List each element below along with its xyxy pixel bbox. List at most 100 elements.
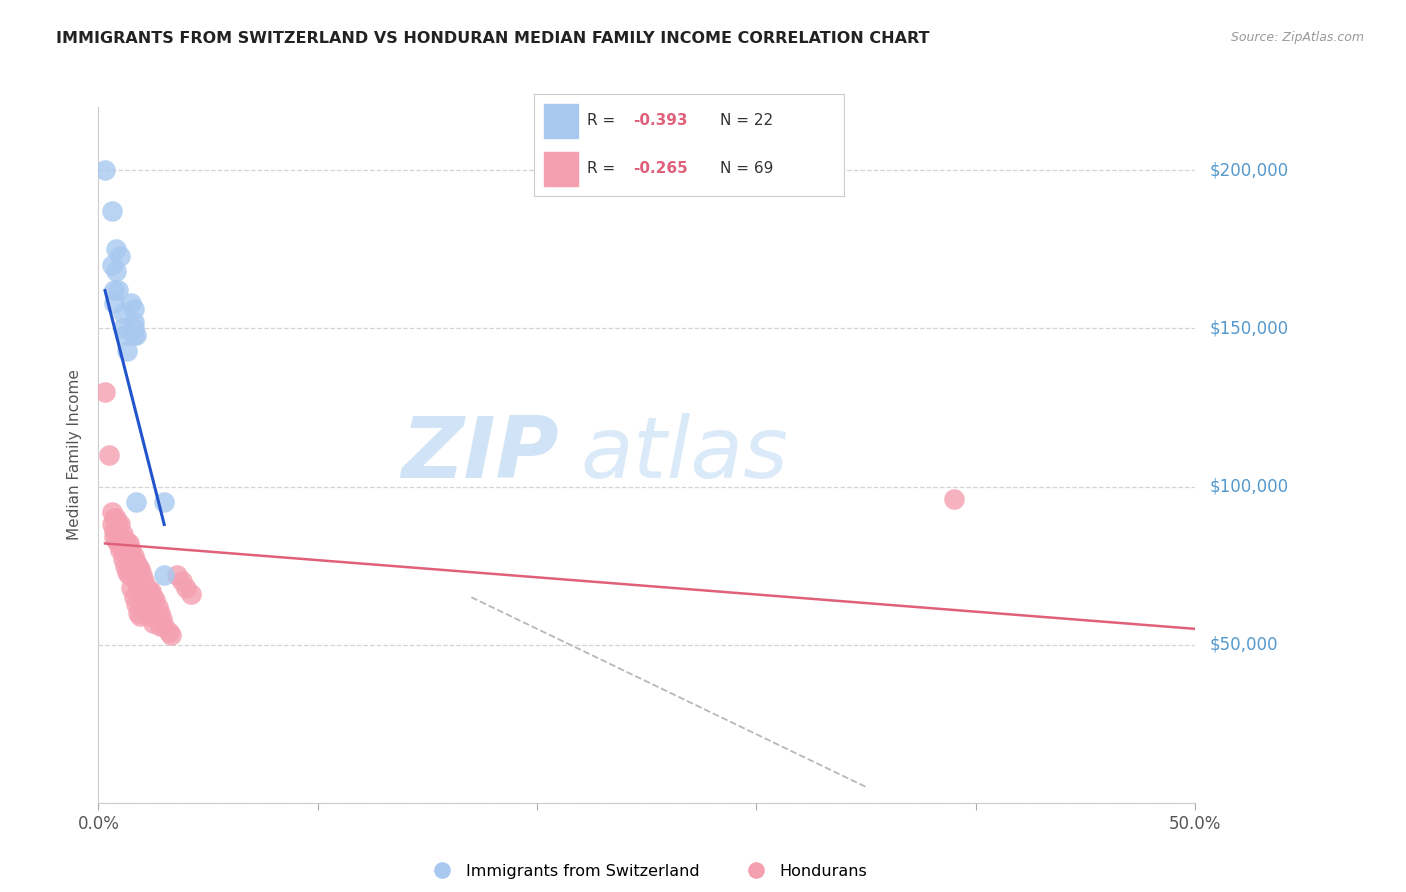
Point [122, 315, 145, 329]
Point [120, 542, 142, 557]
Point [127, 581, 149, 595]
Point [100, 517, 122, 532]
Point [127, 606, 149, 620]
Point [120, 296, 142, 310]
Point [145, 593, 167, 607]
Point [114, 558, 136, 573]
Text: atlas: atlas [581, 413, 789, 497]
Point [110, 249, 132, 263]
Point [114, 533, 136, 548]
Point [111, 305, 134, 319]
Point [174, 581, 197, 595]
Point [135, 603, 157, 617]
Point [149, 618, 172, 632]
Point [125, 597, 148, 611]
Text: Source: ZipAtlas.com: Source: ZipAtlas.com [1230, 31, 1364, 45]
Point [115, 536, 138, 550]
Point [129, 609, 152, 624]
Y-axis label: Median Family Income: Median Family Income [67, 369, 83, 541]
Point [94, 384, 117, 399]
Point [134, 597, 156, 611]
Point [104, 264, 127, 278]
Point [104, 243, 127, 257]
Point [103, 524, 125, 538]
Text: -0.265: -0.265 [633, 161, 688, 176]
Point [142, 615, 165, 630]
Point [134, 574, 156, 589]
Point [107, 517, 129, 532]
Point [115, 565, 138, 579]
Point [125, 327, 148, 342]
Point [107, 536, 129, 550]
Point [138, 583, 160, 598]
Point [149, 606, 172, 620]
Point [129, 583, 152, 598]
Point [118, 552, 141, 566]
Point [125, 574, 148, 589]
Point [153, 495, 176, 509]
Point [180, 587, 202, 601]
Point [114, 327, 136, 342]
Point [138, 609, 160, 624]
Point [122, 321, 145, 335]
Bar [544, 104, 578, 137]
Point [146, 599, 169, 614]
Point [98, 448, 121, 462]
Point [122, 549, 145, 563]
Point [103, 284, 125, 298]
Point [129, 562, 152, 576]
Point [103, 511, 125, 525]
Point [153, 618, 176, 632]
Point [103, 530, 125, 544]
Point [131, 568, 153, 582]
Point [159, 628, 181, 642]
Point [139, 583, 162, 598]
Point [125, 556, 148, 570]
Point [100, 258, 122, 272]
Point [157, 625, 180, 640]
Point [120, 558, 142, 573]
Point [120, 581, 142, 595]
Point [104, 533, 127, 548]
Point [115, 343, 138, 358]
Text: IMMIGRANTS FROM SWITZERLAND VS HONDURAN MEDIAN FAMILY INCOME CORRELATION CHART: IMMIGRANTS FROM SWITZERLAND VS HONDURAN … [56, 31, 929, 46]
Text: R =: R = [586, 161, 620, 176]
Point [122, 327, 145, 342]
Text: ZIP: ZIP [401, 413, 560, 497]
Point [111, 542, 134, 557]
Text: R =: R = [586, 112, 620, 128]
Point [100, 204, 122, 219]
Point [150, 612, 173, 626]
Point [942, 492, 965, 507]
Text: $100,000: $100,000 [1209, 477, 1288, 496]
Point [122, 591, 145, 605]
Point [153, 568, 176, 582]
Point [118, 536, 141, 550]
Point [103, 296, 125, 310]
Text: N = 22: N = 22 [720, 112, 773, 128]
Point [131, 591, 153, 605]
Point [166, 568, 188, 582]
Text: -0.393: -0.393 [633, 112, 688, 128]
Point [118, 568, 141, 582]
Point [125, 495, 148, 509]
Point [111, 552, 134, 566]
Point [110, 530, 132, 544]
Bar [544, 153, 578, 186]
Point [135, 581, 157, 595]
Text: $200,000: $200,000 [1209, 161, 1288, 179]
Point [104, 511, 127, 525]
Point [114, 546, 136, 560]
Point [110, 542, 132, 557]
Point [139, 606, 162, 620]
Text: N = 69: N = 69 [720, 161, 773, 176]
Point [94, 163, 117, 178]
Point [104, 524, 127, 538]
Point [170, 574, 193, 589]
Point [115, 549, 138, 563]
Point [110, 517, 132, 532]
Point [111, 527, 134, 541]
Point [122, 565, 145, 579]
Point [107, 284, 129, 298]
Point [142, 591, 165, 605]
